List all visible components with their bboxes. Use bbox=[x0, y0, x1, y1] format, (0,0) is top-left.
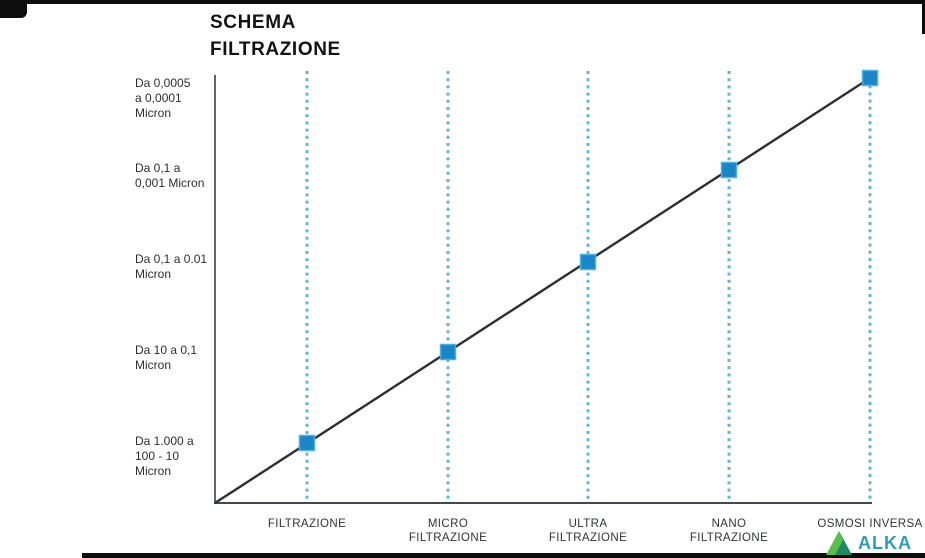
mountain-triangle-dark-face bbox=[835, 531, 852, 555]
y-axis-label-ultra-range: Da 0,1 a 0.01 Micron bbox=[135, 252, 208, 281]
brand-logo: ALKA bbox=[826, 531, 912, 555]
video-edge-bottom bbox=[82, 553, 925, 558]
page-title: SCHEMA FILTRAZIONE bbox=[210, 12, 341, 60]
marker-nano-filtrazione bbox=[720, 161, 738, 179]
vertical-gridlines bbox=[305, 71, 872, 502]
marker-micro-filtrazione bbox=[439, 343, 457, 361]
x-axis-label-filtrazione: FILTRAZIONE bbox=[267, 518, 347, 530]
marker-osmosi-inversa bbox=[861, 69, 879, 87]
x-axis-label-osmosi-inversa: OSMOSI INVERSA bbox=[817, 518, 923, 530]
x-axis-label-nano-filtrazione: NANO FILTRAZIONE bbox=[689, 518, 769, 544]
y-axis-label-nano-range: Da 0,1 a 0,001 Micron bbox=[135, 161, 205, 190]
marker-ultra-filtrazione bbox=[579, 253, 597, 271]
y-axis-label-osmosi-range: Da 0,0005 a 0,0001 Micron bbox=[135, 76, 191, 120]
x-axis-label-ultra-filtrazione: ULTRA FILTRAZIONE bbox=[548, 518, 628, 544]
y-axis-label-micro-range: Da 10 a 0,1 Micron bbox=[135, 343, 198, 372]
video-edge-top bbox=[0, 0, 925, 4]
marker-filtrazione bbox=[298, 434, 316, 452]
y-axis-label-filtrazione-range: Da 1.000 a 100 - 10 Micron bbox=[135, 434, 194, 478]
mountain-triangle-icon bbox=[826, 531, 852, 555]
trend-line bbox=[214, 76, 871, 505]
video-edge-right bbox=[922, 0, 925, 34]
video-edge-top-left-block bbox=[0, 0, 27, 18]
x-axis-label-micro-filtrazione: MICRO FILTRAZIONE bbox=[408, 518, 488, 544]
data-point-markers bbox=[298, 69, 879, 452]
brand-name: ALKA bbox=[858, 532, 912, 553]
